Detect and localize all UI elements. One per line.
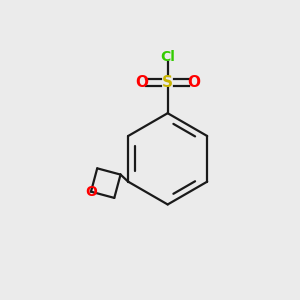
Text: S: S [162,75,173,90]
Text: O: O [135,75,148,90]
Text: O: O [187,75,200,90]
Text: Cl: Cl [160,50,175,64]
Text: O: O [85,185,97,199]
